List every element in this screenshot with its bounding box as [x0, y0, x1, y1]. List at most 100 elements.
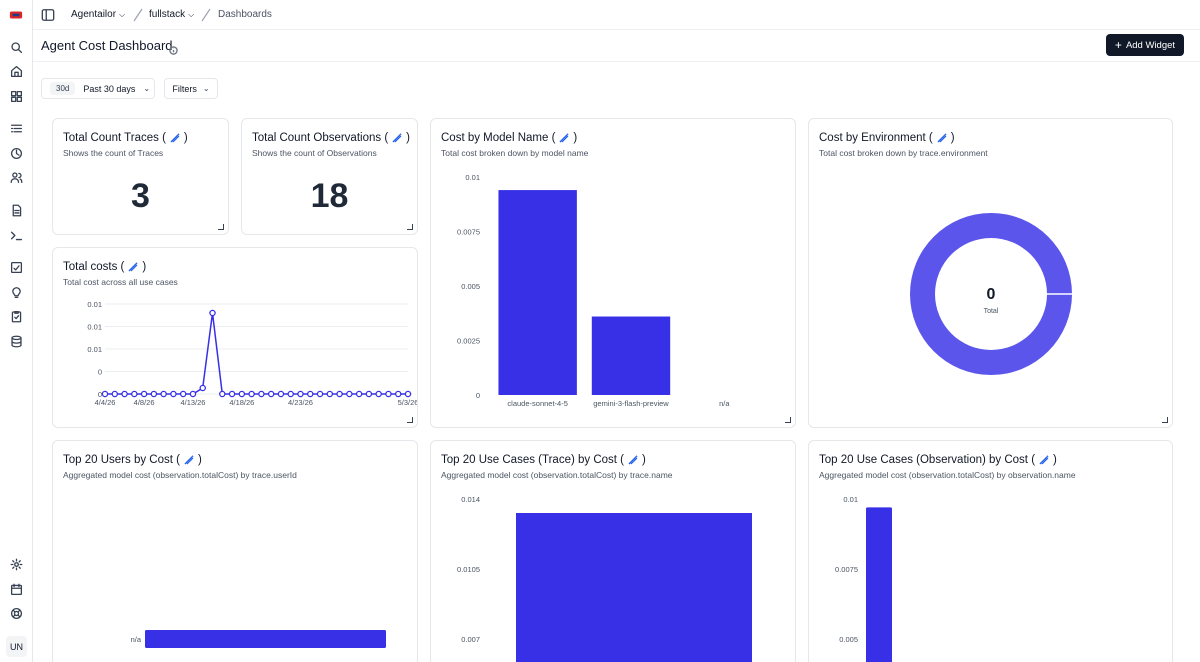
widget-title-close: ): [142, 261, 147, 273]
data-point: [394, 390, 402, 398]
widget-cost-by-model: Cost by Model Name ( ) Total cost broken…: [430, 118, 796, 428]
settings-icon[interactable]: [8, 556, 24, 572]
resize-handle[interactable]: [218, 224, 224, 230]
breadcrumb-dashboards[interactable]: Dashboards: [218, 9, 272, 20]
resize-handle[interactable]: [1162, 417, 1168, 423]
breadcrumb-separator: [200, 8, 212, 22]
search-icon[interactable]: [8, 39, 24, 55]
data-point: [150, 390, 158, 398]
lightbulb-icon[interactable]: [8, 284, 24, 300]
wand-icon[interactable]: [558, 132, 570, 144]
total-costs-line-chart: 0 0 0.01 0.01 0.01 4/4/26 4/8/26 4/13/26 4/18/26…: [87, 300, 417, 407]
chevron-down-icon: ⌄: [143, 84, 151, 93]
bar: [145, 630, 386, 648]
x-tick-label: claude-sonnet-4-5: [507, 399, 567, 408]
bar: [591, 316, 671, 395]
data-point: [179, 390, 187, 398]
add-widget-button[interactable]: + Add Widget: [1106, 34, 1184, 56]
users-icon[interactable]: [8, 169, 24, 185]
chevron-down-icon: ⌄: [202, 84, 210, 93]
wand-icon[interactable]: [936, 132, 948, 144]
data-point: [238, 390, 246, 398]
evaluations-icon[interactable]: [8, 259, 24, 275]
series-line: [105, 312, 408, 395]
user-avatar[interactable]: UN: [6, 636, 27, 657]
data-point: [346, 390, 353, 398]
date-range-picker[interactable]: 30d Past 30 days ⌄: [41, 78, 155, 99]
data-point: [336, 390, 343, 398]
wand-icon[interactable]: [391, 132, 403, 144]
app-logo[interactable]: [8, 7, 24, 23]
data-point: [385, 390, 392, 398]
y-tick-label: 0.005: [839, 635, 858, 644]
y-tick-label: 0.0105: [457, 565, 480, 574]
support-icon[interactable]: [8, 605, 24, 621]
environment-donut-chart: 0 Total: [910, 213, 1072, 375]
playground-icon[interactable]: [8, 227, 24, 243]
widget-description: Aggregated model cost (observation.total…: [441, 470, 673, 480]
prompts-icon[interactable]: [8, 202, 24, 218]
breadcrumb-org[interactable]: Agentailor ⌵: [71, 9, 125, 20]
datasets-icon[interactable]: [8, 333, 24, 349]
dashboard-icon[interactable]: [8, 88, 24, 104]
page-header: Agent Cost Dashboard + Add Widget: [33, 30, 1200, 62]
breadcrumb-project[interactable]: fullstack ⌵: [149, 9, 194, 20]
page-title: Agent Cost Dashboard: [41, 38, 173, 53]
users-bar-chart: n/a: [131, 630, 386, 648]
filters-button[interactable]: Filters ⌄: [164, 78, 218, 99]
widget-title-text: Total costs (: [63, 261, 125, 273]
widget-description: Shows the count of Observations: [252, 148, 377, 158]
wand-icon[interactable]: [183, 454, 195, 466]
widget-title: Top 20 Users by Cost ( ): [63, 454, 202, 466]
chevron-down-icon: ⌵: [119, 9, 126, 19]
data-point: [101, 390, 109, 398]
data-point: [316, 390, 324, 398]
widget-title: Top 20 Use Cases (Trace) by Cost ( ): [441, 454, 646, 466]
y-tick-label: 0: [98, 368, 102, 377]
y-tick-label: 0.014: [461, 495, 480, 504]
widget-title-text: Top 20 Use Cases (Trace) by Cost (: [441, 454, 624, 466]
widget-description: Total cost broken down by trace.environm…: [819, 148, 988, 158]
widget-description: Aggregated model cost (observation.total…: [819, 470, 1076, 480]
home-icon[interactable]: [8, 63, 24, 79]
wand-icon[interactable]: [127, 261, 139, 273]
sidebar-toggle-icon[interactable]: [41, 8, 55, 22]
data-point: [160, 390, 167, 398]
sessions-icon[interactable]: [8, 145, 24, 161]
wand-icon[interactable]: [1038, 454, 1050, 466]
annotations-icon[interactable]: [8, 308, 24, 324]
metric-value: 18: [310, 177, 349, 215]
widget-top-use-cases-trace: Top 20 Use Cases (Trace) by Cost ( ) Agg…: [430, 440, 796, 662]
resize-handle[interactable]: [407, 417, 413, 423]
resize-handle[interactable]: [407, 224, 413, 230]
date-range-label: Past 30 days: [83, 83, 136, 94]
data-point: [140, 390, 148, 398]
x-tick-label: gemini-3-flash-preview: [593, 399, 669, 408]
metric-value: 3: [131, 177, 150, 215]
traces-icon[interactable]: [8, 120, 24, 136]
info-icon[interactable]: [169, 42, 178, 55]
widget-title-close: ): [642, 454, 646, 466]
y-tick-label: 0.0025: [457, 337, 480, 346]
x-tick-label: 4/4/26: [95, 398, 116, 407]
data-point: [297, 390, 304, 398]
data-point: [307, 390, 314, 398]
data-point: [121, 390, 128, 398]
data-point: [277, 390, 285, 398]
resize-handle[interactable]: [785, 417, 791, 423]
wand-icon[interactable]: [627, 454, 639, 466]
wand-icon[interactable]: [169, 132, 181, 144]
widget-title-text: Top 20 Use Cases (Observation) by Cost (: [819, 454, 1036, 466]
widget-title-close: ): [950, 132, 955, 144]
widget-title: Total Count Traces ( ): [63, 132, 188, 144]
donut-center-label: Total: [984, 308, 999, 315]
x-tick-label: 4/8/26: [134, 398, 155, 407]
y-tick-label: n/a: [131, 635, 142, 644]
calendar-icon[interactable]: [8, 581, 24, 597]
x-tick-label: 4/23/26: [288, 398, 313, 407]
data-point: [258, 390, 265, 398]
widget-description: Total cost across all use cases: [63, 277, 178, 287]
widget-top-use-cases-observation: Top 20 Use Cases (Observation) by Cost (…: [808, 440, 1173, 662]
widget-top-users: Top 20 Users by Cost ( ) Aggregated mode…: [52, 440, 418, 662]
